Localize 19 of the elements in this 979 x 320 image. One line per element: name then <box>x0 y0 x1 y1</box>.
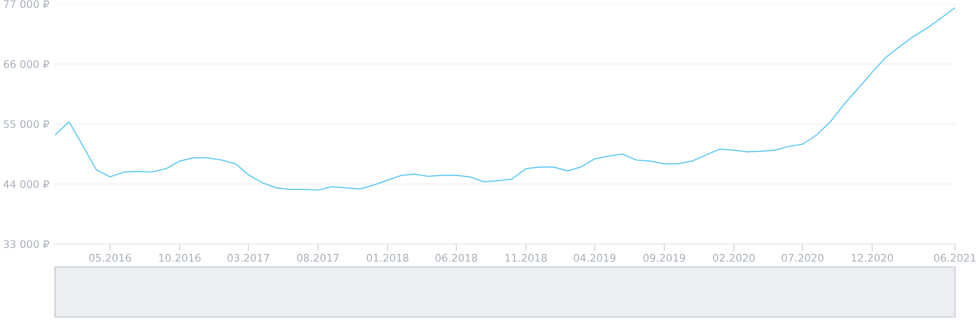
line-series <box>55 7 955 191</box>
y-tick-label: 33 000 ₽ <box>4 240 50 248</box>
x-tick-label: 12.2020 <box>852 254 894 262</box>
y-tick-label: 77 000 ₽ <box>4 0 50 8</box>
x-tick-label: 10.2016 <box>159 254 201 262</box>
x-tick-label: 07.2020 <box>782 254 824 262</box>
x-tick-label: 06.2021 <box>934 254 976 262</box>
x-tick-label: 11.2018 <box>506 254 547 262</box>
x-tick-label: 08.2017 <box>297 254 339 262</box>
x-tick-label: 03.2017 <box>228 254 270 262</box>
x-tick-label: 04.2019 <box>574 254 616 262</box>
x-tick-label: 06.2018 <box>435 254 478 262</box>
x-tick-label: 01.2018 <box>366 254 408 262</box>
x-tick-label: 09.2019 <box>643 254 686 262</box>
x-tick-label: 05.2016 <box>89 254 131 262</box>
x-tick-label: 02.2020 <box>713 254 755 262</box>
y-tick-label: 66 000 ₽ <box>4 60 50 68</box>
y-tick-label: 44 000 ₽ <box>4 180 50 188</box>
y-tick-label: 55 000 ₽ <box>4 120 50 128</box>
